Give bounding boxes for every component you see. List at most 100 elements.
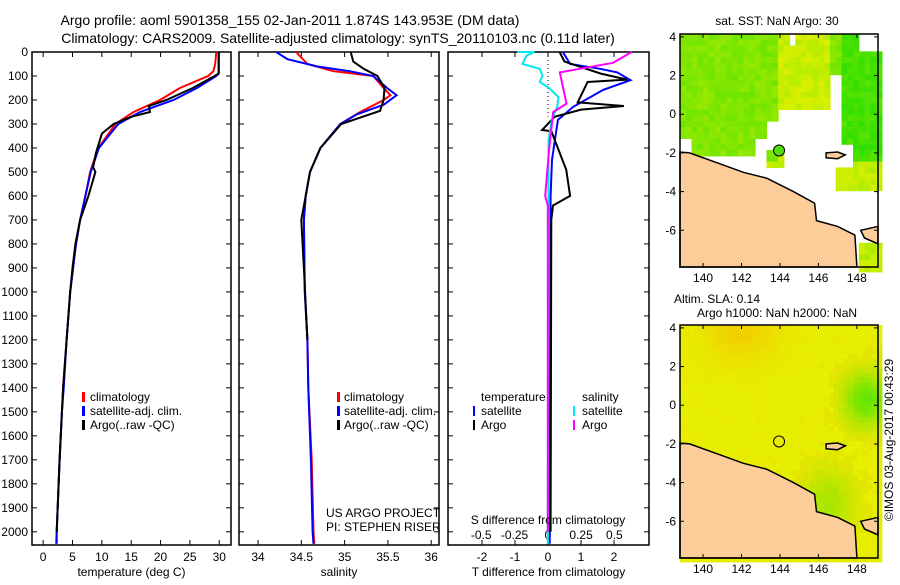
grid-cell xyxy=(766,74,773,81)
grid-cell xyxy=(726,80,733,87)
grid-cell xyxy=(685,39,693,47)
grid-cell xyxy=(814,358,820,365)
grid-cell xyxy=(819,465,825,471)
grid-cell xyxy=(742,383,748,389)
grid-cell xyxy=(697,45,704,52)
grid-cell xyxy=(723,339,729,345)
grid-cell xyxy=(829,450,835,457)
grid-cell xyxy=(867,431,873,437)
grid-cell xyxy=(838,474,844,481)
grid-cell xyxy=(708,402,715,408)
grid-cell xyxy=(747,349,753,355)
grid-cell xyxy=(718,431,724,437)
grid-cell xyxy=(752,329,758,336)
grid-cell xyxy=(819,358,825,365)
grid-cell xyxy=(772,34,779,41)
grid-cell xyxy=(771,339,777,345)
grid-cell xyxy=(795,479,801,486)
grid-cell xyxy=(697,92,704,99)
x-tick-label: 5 xyxy=(69,550,76,564)
grid-cell xyxy=(756,373,763,379)
grid-cell xyxy=(848,378,854,384)
grid-cell xyxy=(755,121,762,128)
grid-cell xyxy=(749,132,756,139)
grid-cell xyxy=(824,325,830,331)
grid-cell xyxy=(737,349,744,355)
grid-cell xyxy=(728,557,734,563)
grid-cell xyxy=(848,407,854,413)
grid-cell xyxy=(731,115,739,122)
grid-cell xyxy=(853,161,860,168)
grid-cell xyxy=(760,39,768,47)
grid-cell xyxy=(785,402,792,408)
grid-cell xyxy=(694,436,700,442)
grid-cell xyxy=(812,103,819,110)
grid-cell xyxy=(841,138,848,145)
grid-cell xyxy=(752,431,758,437)
grid-cell xyxy=(737,383,744,389)
grid-cell xyxy=(708,109,716,116)
grid-cell xyxy=(714,92,721,99)
grid-cell xyxy=(857,325,864,331)
grid-cell xyxy=(809,474,816,481)
grid-cell xyxy=(862,397,868,403)
grid-cell xyxy=(814,474,820,481)
y-tick-label: 1800 xyxy=(1,477,28,491)
legend-label: Argo(..raw -QC) xyxy=(90,418,175,432)
grid-cell xyxy=(723,325,729,331)
grid-cell xyxy=(833,455,840,461)
grid-cell xyxy=(814,426,820,432)
grid-cell xyxy=(737,126,745,134)
grid-cell xyxy=(737,431,744,437)
grid-cell xyxy=(752,358,758,365)
grid-cell xyxy=(795,416,801,423)
grid-cell xyxy=(814,421,820,428)
grid-cell xyxy=(718,344,724,350)
grid-cell xyxy=(684,358,691,365)
grid-cell xyxy=(876,63,883,70)
grid-cell xyxy=(703,34,710,41)
grid-cell xyxy=(720,121,727,128)
grid-cell xyxy=(857,503,864,510)
grid-cell xyxy=(795,339,801,345)
grid-cell xyxy=(833,334,840,341)
grid-cell xyxy=(853,184,860,192)
grid-cell xyxy=(680,92,687,99)
grid-cell xyxy=(743,109,750,116)
grid-cell xyxy=(848,373,854,379)
grid-cell xyxy=(731,121,739,128)
grid-cell xyxy=(806,92,814,99)
grid-cell xyxy=(689,368,695,374)
grid-cell xyxy=(838,465,844,471)
grid-cell xyxy=(766,421,772,428)
grid-cell xyxy=(766,92,773,99)
grid-cell xyxy=(800,383,806,389)
grid-cell xyxy=(853,373,859,379)
grid-cell xyxy=(785,416,792,423)
grid-cell xyxy=(743,51,750,58)
grid-cell xyxy=(684,421,691,428)
grid-cell xyxy=(805,392,811,399)
grid-cell xyxy=(790,426,796,432)
grid-cell xyxy=(809,465,816,471)
grid-cell xyxy=(743,126,750,134)
grid-cell xyxy=(723,450,729,457)
grid-cell xyxy=(691,51,698,58)
lon-tick-label: 144 xyxy=(770,562,790,576)
grid-cell xyxy=(814,499,820,505)
grid-cell xyxy=(704,373,710,379)
grid-cell xyxy=(857,397,864,403)
grid-cell xyxy=(853,416,859,423)
grid-cell xyxy=(720,68,727,76)
grid-cell xyxy=(747,412,753,418)
grid-cell xyxy=(766,460,772,466)
grid-cell xyxy=(795,431,801,437)
grid-cell xyxy=(703,92,710,99)
grid-cell xyxy=(747,344,753,350)
grid-cell xyxy=(694,416,700,423)
grid-cell xyxy=(795,86,802,93)
grid-cell xyxy=(718,378,724,384)
grid-cell xyxy=(708,150,716,157)
grid-cell xyxy=(800,378,806,384)
grid-cell xyxy=(760,80,768,87)
